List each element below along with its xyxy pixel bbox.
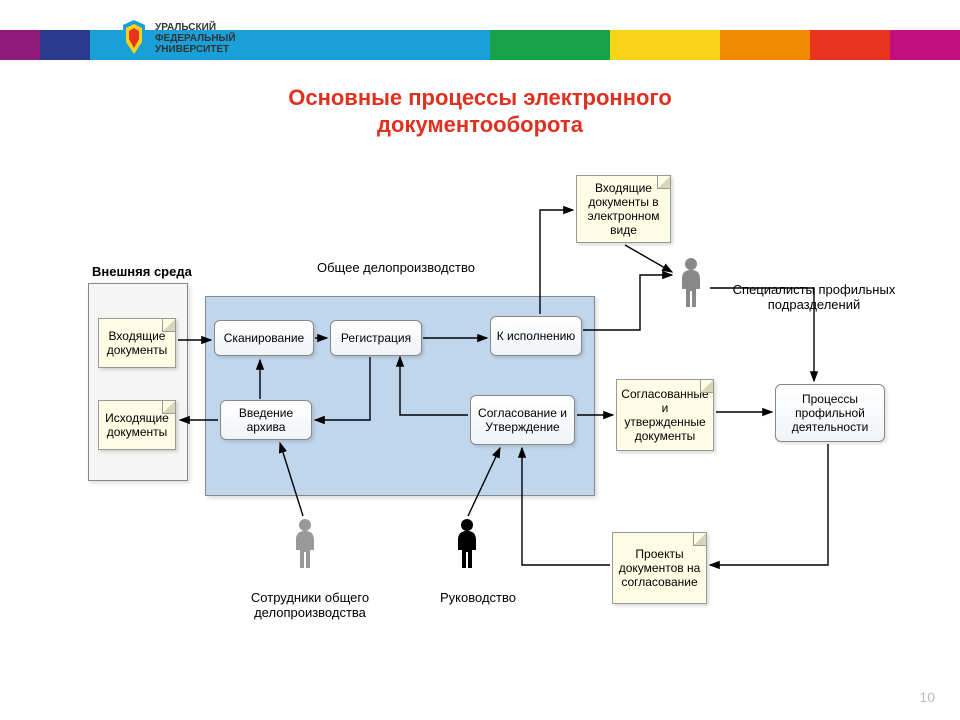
note-incoming-electronic: Входящие документы в электронном виде: [576, 175, 671, 243]
note-incoming-documents: Входящие документы: [98, 318, 176, 368]
specialists-label: Специалисты профильных подразделений: [714, 282, 914, 312]
management-label: Руководство: [428, 590, 528, 605]
page-number: 10: [919, 689, 935, 705]
stripe-segment: [90, 30, 490, 60]
page-title-line1: Основные процессы электронного: [0, 85, 960, 111]
note-agreed-approved: Согласованные и утвержденные документы: [616, 379, 714, 451]
stripe-segment: [720, 30, 810, 60]
process-registration: Регистрация: [330, 320, 422, 356]
person-staff-icon: [290, 518, 320, 570]
person-specialist-icon: [676, 257, 706, 309]
note-draft-documents: Проекты документов на согласование: [612, 532, 707, 604]
stripe-segment: [810, 30, 890, 60]
process-scanning: Сканирование: [214, 320, 314, 356]
page-title-line2: документооборота: [0, 112, 960, 138]
stripe-segment: [610, 30, 720, 60]
logo-icon: [120, 20, 148, 60]
process-profile-activity: Процессы профильной деятельности: [775, 384, 885, 442]
person-management-icon: [452, 518, 482, 570]
process-archive: Введение архива: [220, 400, 312, 440]
external-environment-container: [88, 283, 188, 481]
external-environment-label: Внешняя среда: [92, 264, 192, 279]
process-approval: Согласование и Утверждение: [470, 395, 575, 445]
general-office-label: Общее делопроизводство: [306, 260, 486, 275]
staff-label: Сотрудники общего делопроизводства: [230, 590, 390, 620]
note-outgoing-documents: Исходящие документы: [98, 400, 176, 450]
stripe-segment: [40, 30, 90, 60]
stripe-segment: [490, 30, 610, 60]
stripe-segment: [0, 30, 40, 60]
stripe-segment: [890, 30, 960, 60]
process-execution: К исполнению: [490, 316, 582, 356]
logo-text: УРАЛЬСКИЙ ФЕДЕРАЛЬНЫЙ УНИВЕРСИТЕТ: [155, 22, 236, 55]
